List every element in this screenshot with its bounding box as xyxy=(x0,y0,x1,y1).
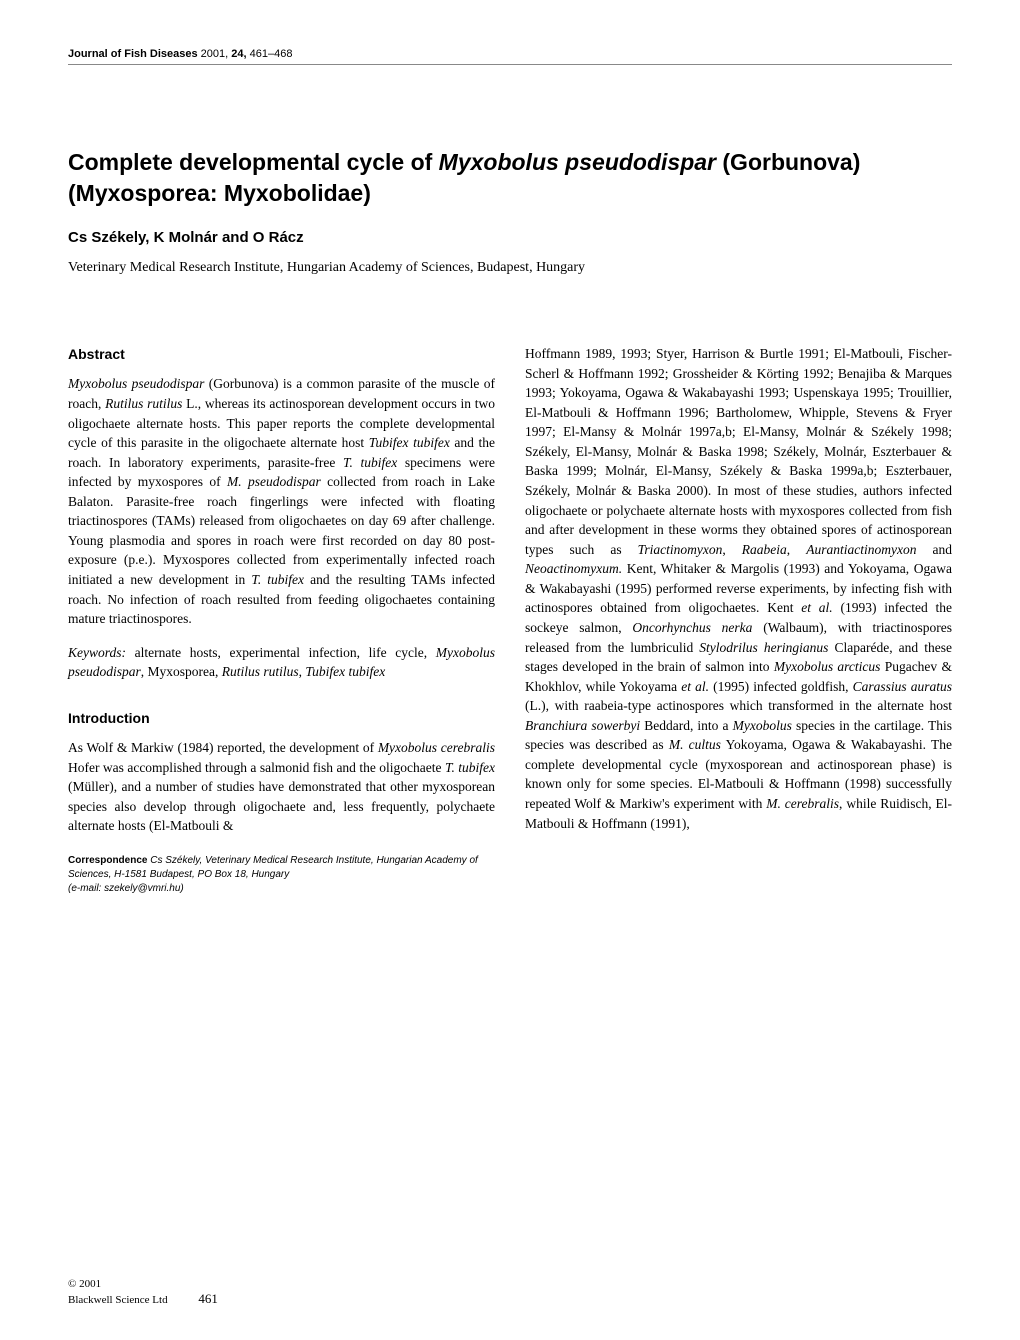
correspondence-block: Correspondence Cs Székely, Veterinary Me… xyxy=(68,854,495,896)
introduction-heading: Introduction xyxy=(68,708,495,728)
copyright-block: © 2001 Blackwell Science Ltd 461 xyxy=(68,1277,218,1308)
right-column-body: Hoffmann 1989, 1993; Styer, Harrison & B… xyxy=(525,344,952,833)
keywords: Keywords: alternate hosts, experimental … xyxy=(68,643,495,682)
journal-pages: 461–468 xyxy=(250,48,293,60)
header-rule xyxy=(68,64,952,65)
affiliation: Veterinary Medical Research Institute, H… xyxy=(68,260,952,276)
journal-year: 2001, xyxy=(201,48,229,60)
abstract-body: Myxobolus pseudodispar (Gorbunova) is a … xyxy=(68,374,495,628)
running-header: Journal of Fish Diseases 2001, 24, 461–4… xyxy=(68,48,952,60)
correspondence-label: Correspondence xyxy=(68,855,147,866)
introduction-body: As Wolf & Markiw (1984) reported, the de… xyxy=(68,738,495,836)
copyright-line2: Blackwell Science Ltd xyxy=(68,1294,168,1306)
article-title: Complete developmental cycle of Myxobolu… xyxy=(68,147,952,209)
copyright-line1: © 2001 xyxy=(68,1278,101,1290)
title-species: Myxobolus pseudodispar xyxy=(439,149,716,175)
journal-volume: 24, xyxy=(231,48,246,60)
two-column-layout: Abstract Myxobolus pseudodispar (Gorbuno… xyxy=(68,344,952,896)
abstract-heading: Abstract xyxy=(68,344,495,364)
left-column: Abstract Myxobolus pseudodispar (Gorbuno… xyxy=(68,344,495,896)
authors: Cs Székely, K Molnár and O Rácz xyxy=(68,229,952,246)
journal-name: Journal of Fish Diseases xyxy=(68,48,198,60)
title-part1: Complete developmental cycle of xyxy=(68,149,439,175)
page-number: 461 xyxy=(198,1291,218,1306)
right-column: Hoffmann 1989, 1993; Styer, Harrison & B… xyxy=(525,344,952,896)
